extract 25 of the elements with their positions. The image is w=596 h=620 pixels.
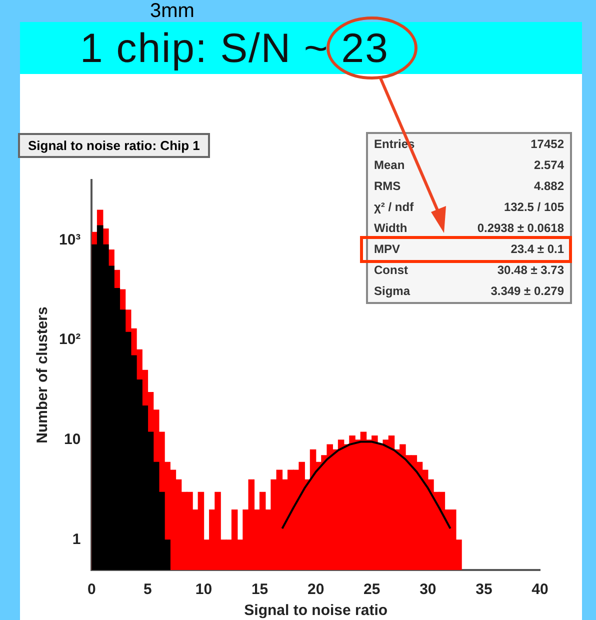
y-tick-label: 10²	[58, 331, 81, 348]
y-tick-label: 10	[64, 431, 81, 448]
text: MPV 23.4 ± 0.1	[374, 242, 564, 256]
text: RMS 4.882	[374, 179, 564, 193]
chart-title: 1 chip: S/N ~ 23	[80, 25, 389, 72]
x-tick-label: 20	[307, 581, 324, 598]
text: Mean 2.574	[374, 158, 564, 172]
text: Const 30.48 ± 3.73	[374, 263, 564, 277]
chart-subtitle: Signal to noise ratio: Chip 1	[18, 133, 210, 158]
x-tick-label: 40	[532, 581, 548, 598]
y-tick-label: 1	[72, 531, 81, 548]
text: Width 0.2938 ± 0.0618	[374, 221, 564, 235]
text: χ² / ndf 132.5 / 105	[374, 200, 564, 214]
x-tick-label: 30	[420, 581, 436, 598]
x-axis-title: Signal to noise ratio	[244, 602, 388, 620]
y-axis-title: Number of clusters	[34, 306, 52, 444]
x-tick-label: 5	[144, 581, 152, 598]
text: Sigma 3.349 ± 0.279	[374, 284, 564, 298]
x-tick-label: 35	[476, 581, 492, 598]
x-tick-label: 15	[251, 581, 268, 598]
x-tick-label: 0	[88, 581, 96, 598]
text: 3mm	[150, 0, 194, 23]
x-tick-label: 25	[364, 581, 380, 598]
x-tick-label: 10	[195, 581, 212, 598]
y-tick-label: 10³	[58, 231, 81, 248]
